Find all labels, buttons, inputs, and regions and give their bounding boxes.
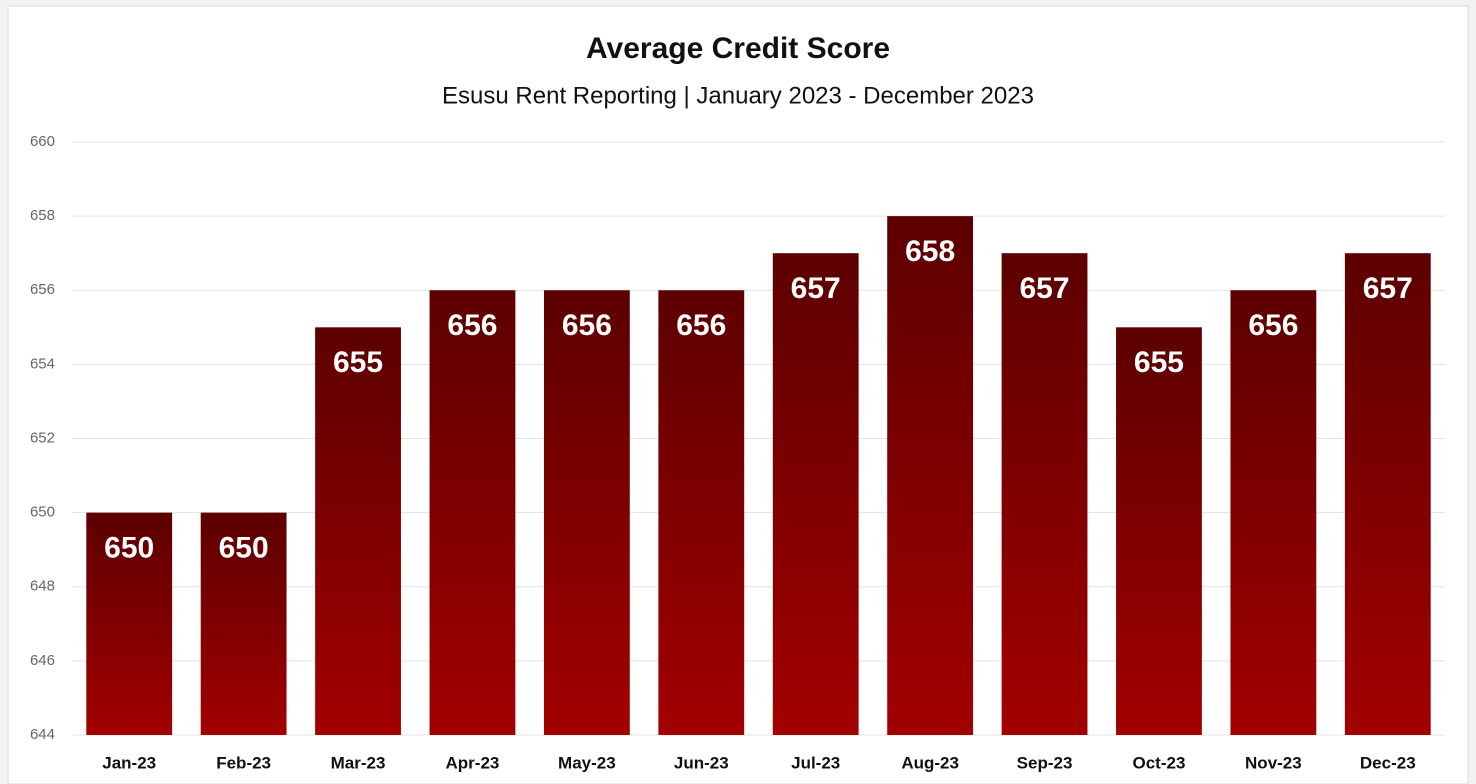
- data-label: 655: [1134, 346, 1184, 379]
- data-label: 650: [104, 532, 154, 565]
- bar: [887, 216, 974, 735]
- y-tick-label: 654: [30, 355, 55, 372]
- chart-title: Average Credit Score: [586, 32, 890, 65]
- y-tick-label: 648: [30, 578, 55, 595]
- data-label: 656: [447, 309, 497, 342]
- y-tick-label: 658: [30, 207, 55, 224]
- bar: [543, 290, 630, 735]
- x-tick-label: Dec-23: [1360, 753, 1416, 772]
- x-tick-label: Apr-23: [446, 753, 500, 772]
- data-label: 657: [1020, 272, 1070, 305]
- y-tick-label: 652: [30, 429, 55, 446]
- x-tick-label: Mar-23: [331, 753, 386, 772]
- bar: [429, 290, 516, 735]
- data-label: 656: [676, 309, 726, 342]
- x-tick-label: Aug-23: [901, 753, 959, 772]
- y-tick-label: 656: [30, 281, 55, 298]
- bar: [1230, 290, 1317, 735]
- data-label: 656: [1248, 309, 1298, 342]
- x-tick-label: Nov-23: [1245, 753, 1302, 772]
- data-label: 657: [791, 272, 841, 305]
- bar: [86, 512, 173, 735]
- data-label: 657: [1363, 272, 1413, 305]
- x-tick-label: Jan-23: [102, 753, 156, 772]
- x-tick-label: Sep-23: [1017, 753, 1073, 772]
- y-tick-label: 660: [30, 133, 55, 150]
- bar: [315, 327, 401, 735]
- data-label: 655: [333, 346, 383, 379]
- data-label: 656: [562, 309, 612, 342]
- y-tick-label: 644: [30, 726, 55, 743]
- x-tick-label: Jul-23: [791, 753, 840, 772]
- bar: [200, 512, 287, 735]
- data-label: 658: [905, 235, 955, 268]
- x-tick-label: May-23: [558, 753, 616, 772]
- x-tick-label: Jun-23: [674, 753, 729, 772]
- bar: [658, 290, 745, 735]
- x-tick-label: Oct-23: [1132, 753, 1185, 772]
- bar: [1344, 253, 1431, 735]
- bar: [772, 253, 859, 735]
- data-label: 650: [219, 532, 269, 565]
- bar: [1001, 253, 1088, 735]
- x-tick-label: Feb-23: [216, 753, 271, 772]
- y-tick-label: 646: [30, 652, 55, 669]
- y-tick-label: 650: [30, 504, 55, 521]
- chart-subtitle: Esusu Rent Reporting | January 2023 - De…: [442, 82, 1034, 109]
- bar: [1116, 327, 1202, 735]
